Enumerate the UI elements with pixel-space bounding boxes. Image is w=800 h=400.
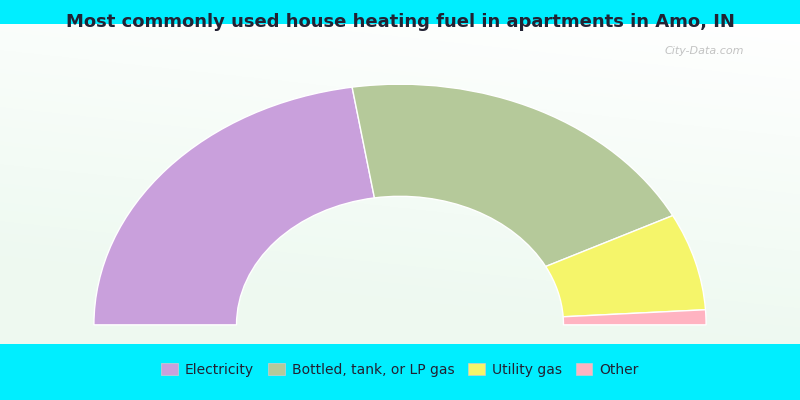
Text: Most commonly used house heating fuel in apartments in Amo, IN: Most commonly used house heating fuel in…: [66, 13, 734, 31]
Text: City-Data.com: City-Data.com: [665, 46, 744, 56]
Wedge shape: [546, 216, 706, 317]
Wedge shape: [352, 84, 673, 266]
Legend: Electricity, Bottled, tank, or LP gas, Utility gas, Other: Electricity, Bottled, tank, or LP gas, U…: [158, 359, 642, 381]
Wedge shape: [94, 87, 374, 325]
Wedge shape: [563, 310, 706, 325]
